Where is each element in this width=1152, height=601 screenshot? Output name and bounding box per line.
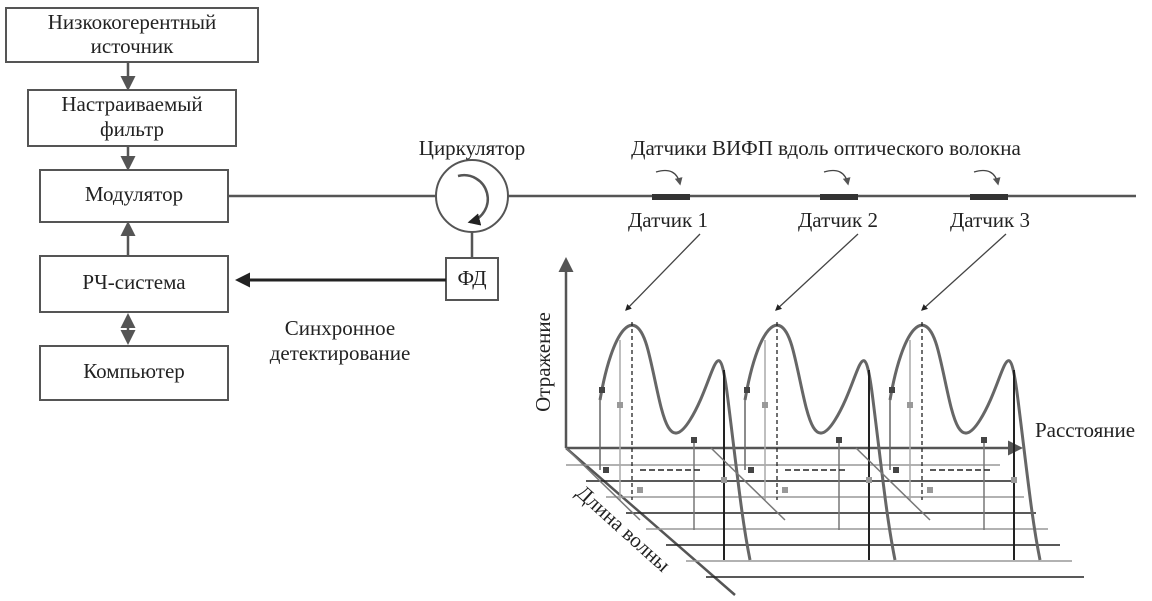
- plot-line: [617, 402, 623, 408]
- plot-line: [907, 402, 913, 408]
- plot-line: [866, 477, 872, 483]
- plot-line: [888, 323, 1042, 561]
- plot-line: [721, 477, 727, 483]
- plot-line: [710, 447, 786, 521]
- block-text: Модулятор: [85, 182, 183, 206]
- block-text: фильтр: [100, 117, 164, 141]
- sensor-label: Датчик 1: [628, 208, 708, 232]
- plot-line: [565, 447, 641, 521]
- block-text: Настраиваемый: [61, 92, 202, 116]
- sync-label: детектирование: [270, 341, 411, 365]
- plot-line: [743, 323, 897, 561]
- sensor-label: Датчик 2: [798, 208, 878, 232]
- plot-line: [748, 467, 754, 473]
- block-text: источник: [91, 34, 174, 58]
- block-text: Компьютер: [83, 359, 185, 383]
- sensor-label: Датчик 3: [950, 208, 1030, 232]
- plot-line: [637, 487, 643, 493]
- plot-line: [782, 487, 788, 493]
- plot-line: [744, 387, 750, 393]
- plot-line: [836, 437, 842, 443]
- plot-line: [893, 467, 899, 473]
- axis: [565, 447, 736, 596]
- sensors-title: Датчики ВИФП вдоль оптического волокна: [631, 136, 1021, 160]
- rf-box: [39, 255, 229, 313]
- plot-line: [599, 387, 605, 393]
- plot-line: [927, 487, 933, 493]
- sensor-curls: [655, 169, 1001, 186]
- circulator-arrow: [457, 174, 490, 226]
- circulator-label: Циркулятор: [419, 136, 525, 160]
- axis-label: Отражение: [531, 312, 555, 412]
- sensor-arrows: [625, 233, 1007, 311]
- plot-line: [1011, 477, 1017, 483]
- filter-box: [27, 89, 237, 147]
- plot-line: [855, 447, 931, 521]
- plot-line: [691, 437, 697, 443]
- axis-label: Расстояние: [1035, 418, 1135, 442]
- pd-label: ФД: [457, 266, 486, 290]
- plot: [565, 322, 1084, 578]
- sync-label: Синхронное: [285, 316, 396, 340]
- plot-line: [889, 387, 895, 393]
- plot-line: [762, 402, 768, 408]
- block-text: Низкокогерентный: [48, 10, 216, 34]
- plot-line: [981, 437, 987, 443]
- computer-box: [39, 345, 229, 401]
- plot-line: [598, 323, 752, 561]
- block-text: РЧ-система: [82, 270, 186, 294]
- source-box: [5, 7, 259, 63]
- plot-line: [603, 467, 609, 473]
- pd-box: [445, 257, 499, 301]
